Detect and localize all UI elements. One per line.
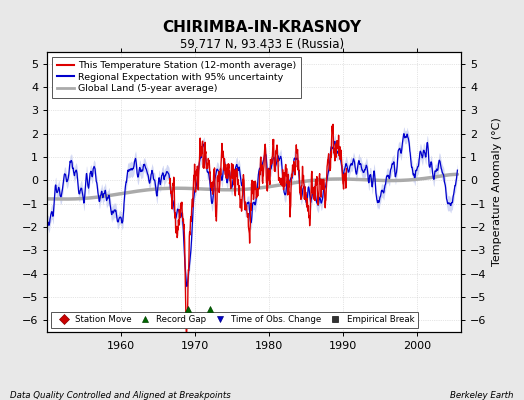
Y-axis label: Temperature Anomaly (°C): Temperature Anomaly (°C) [492,118,502,266]
Text: Berkeley Earth: Berkeley Earth [450,391,514,400]
Text: 59.717 N, 93.433 E (Russia): 59.717 N, 93.433 E (Russia) [180,38,344,51]
Legend: Station Move, Record Gap, Time of Obs. Change, Empirical Break: Station Move, Record Gap, Time of Obs. C… [51,312,418,328]
Text: CHIRIMBA-IN-KRASNOY: CHIRIMBA-IN-KRASNOY [162,20,362,35]
Text: Data Quality Controlled and Aligned at Breakpoints: Data Quality Controlled and Aligned at B… [10,391,231,400]
